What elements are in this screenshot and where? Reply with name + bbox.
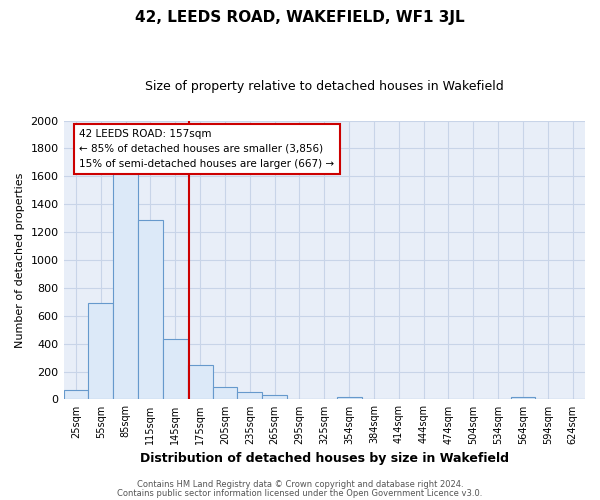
Bar xyxy=(511,398,535,400)
Bar xyxy=(64,390,88,400)
Bar xyxy=(212,387,238,400)
Bar xyxy=(238,392,262,400)
Bar xyxy=(188,364,212,400)
Y-axis label: Number of detached properties: Number of detached properties xyxy=(15,172,25,348)
Bar xyxy=(163,340,188,400)
Text: Contains public sector information licensed under the Open Government Licence v3: Contains public sector information licen… xyxy=(118,488,482,498)
X-axis label: Distribution of detached houses by size in Wakefield: Distribution of detached houses by size … xyxy=(140,452,509,465)
Text: 42, LEEDS ROAD, WAKEFIELD, WF1 3JL: 42, LEEDS ROAD, WAKEFIELD, WF1 3JL xyxy=(135,10,465,25)
Bar xyxy=(262,395,287,400)
Title: Size of property relative to detached houses in Wakefield: Size of property relative to detached ho… xyxy=(145,80,503,93)
Bar xyxy=(88,303,113,400)
Text: 42 LEEDS ROAD: 157sqm
← 85% of detached houses are smaller (3,856)
15% of semi-d: 42 LEEDS ROAD: 157sqm ← 85% of detached … xyxy=(79,129,334,168)
Text: Contains HM Land Registry data © Crown copyright and database right 2024.: Contains HM Land Registry data © Crown c… xyxy=(137,480,463,489)
Bar xyxy=(337,398,362,400)
Bar xyxy=(138,220,163,400)
Bar xyxy=(113,171,138,400)
